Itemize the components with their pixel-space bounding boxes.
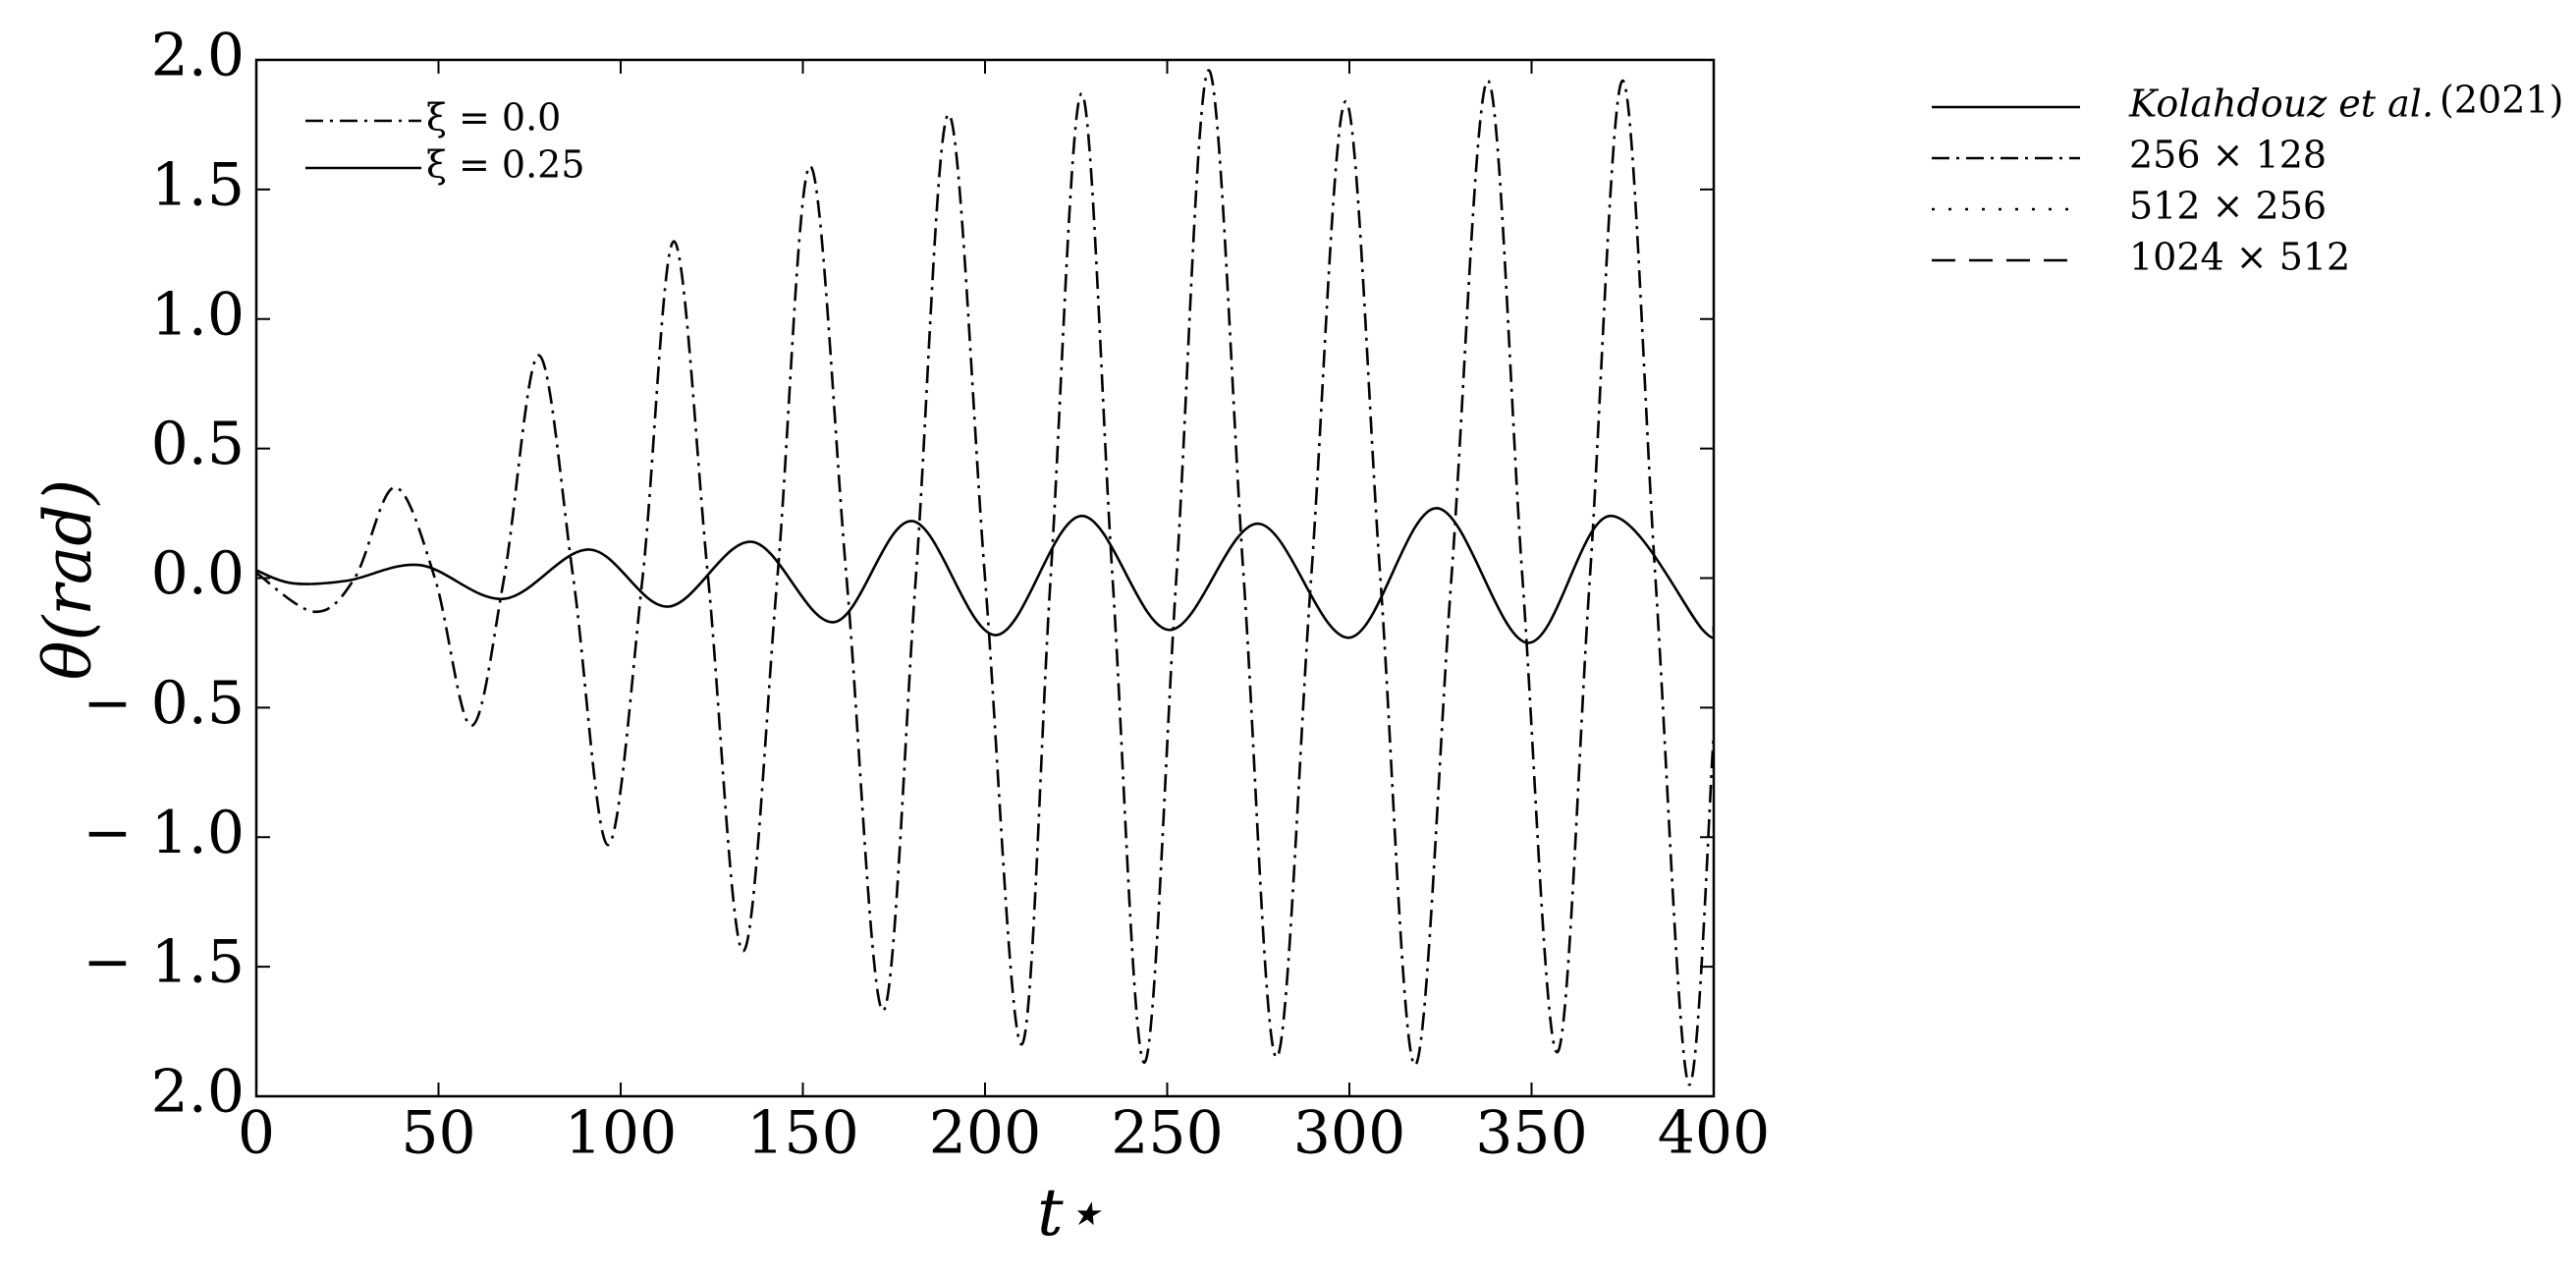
y-axis-label: θ(rad) <box>30 479 106 680</box>
x-tick-label: 350 <box>1475 1099 1588 1168</box>
x-tick-label: 150 <box>746 1099 859 1168</box>
y-tick-label: 1.5 <box>151 150 245 219</box>
x-tick-label: 50 <box>401 1099 475 1168</box>
y-tick-label: 1.0 <box>151 280 245 349</box>
x-tick-label: 0 <box>238 1099 275 1168</box>
series-line <box>256 506 1714 644</box>
y-tick-label: 0.0 <box>151 539 245 608</box>
y-tick-label: − 0.5 <box>82 669 245 738</box>
legend-label: Kolahdouz et al. <box>2128 83 2434 126</box>
x-axis-label: t⋆ <box>1037 1175 1104 1250</box>
legend-label-suffix: (2021) <box>2439 79 2563 122</box>
y-tick-label: − 1.0 <box>82 799 245 867</box>
x-tick-label: 400 <box>1658 1099 1771 1168</box>
x-tick-label: 200 <box>929 1099 1042 1168</box>
y-tick-label: 2.0 <box>151 1058 245 1127</box>
y-tick-label: − 1.5 <box>82 928 245 997</box>
legend-label: 512 × 256 <box>2129 185 2327 228</box>
series-line <box>256 69 1714 1086</box>
y-tick-label: 0.5 <box>151 410 245 478</box>
x-tick-label: 250 <box>1111 1099 1224 1168</box>
legend-label: ξ = 0.0 <box>426 96 561 139</box>
x-tick-label: 100 <box>565 1099 678 1168</box>
legend-label: ξ = 0.25 <box>426 143 585 187</box>
y-tick-label: 2.0 <box>151 22 245 90</box>
legend-label: 256 × 128 <box>2129 134 2327 177</box>
x-tick-label: 300 <box>1293 1099 1406 1168</box>
legend-label: 1024 × 512 <box>2129 236 2350 279</box>
